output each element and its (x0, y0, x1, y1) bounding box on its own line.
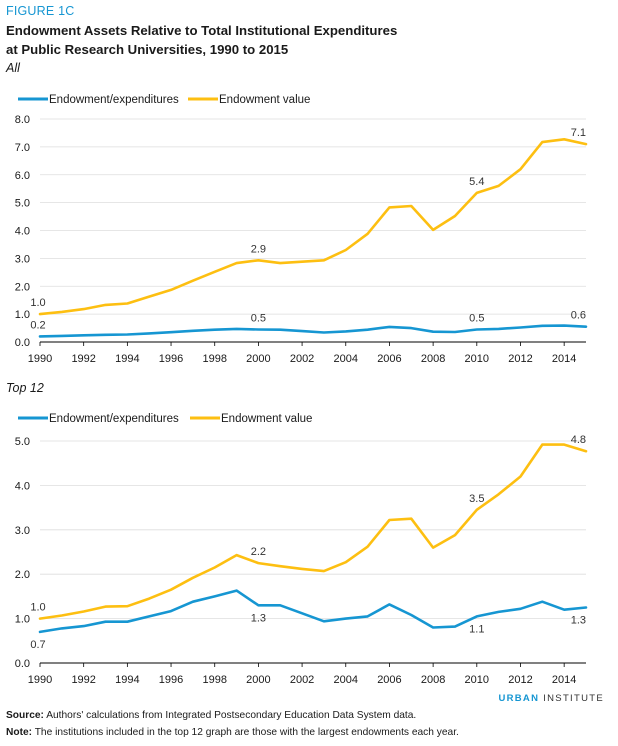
x-tick-label: 2008 (421, 353, 445, 365)
x-tick-label: 1996 (159, 674, 183, 686)
y-tick-label: 4.0 (15, 480, 30, 492)
y-tick-label: 4.0 (15, 226, 30, 238)
chart-title-line-1: Endowment Assets Relative to Total Insti… (6, 23, 398, 38)
brand-word-institute: INSTITUTE (543, 693, 604, 704)
x-tick-label: 2004 (334, 353, 358, 365)
x-tick-label: 1994 (115, 353, 139, 365)
x-tick-label: 2000 (246, 353, 270, 365)
x-tick-label: 1994 (115, 674, 139, 686)
y-tick-label: 6.0 (15, 170, 30, 182)
x-tick-label: 2014 (552, 674, 576, 686)
x-tick-label: 2004 (334, 674, 358, 686)
data-label: 2.9 (251, 243, 266, 255)
y-tick-label: 3.0 (15, 525, 30, 537)
y-tick-label: 2.0 (15, 281, 30, 293)
note-label: Note: (6, 727, 33, 738)
series-line-endowment-expenditures (38, 589, 588, 634)
source-label: Source: (6, 710, 44, 721)
note-text: The institutions included in the top 12 … (34, 727, 459, 738)
data-label: 1.0 (30, 297, 45, 309)
x-tick-label: 2006 (377, 353, 401, 365)
x-tick-label: 2010 (465, 353, 489, 365)
y-tick-label: 1.0 (15, 614, 30, 626)
series-line-endowment-value (38, 137, 588, 316)
x-tick-label: 2002 (290, 353, 314, 365)
x-tick-label: 2014 (552, 353, 576, 365)
legend-label: Endowment value (219, 94, 310, 106)
x-tick-label: 2000 (246, 674, 270, 686)
data-label: 4.8 (571, 434, 586, 446)
x-tick-label: 2012 (508, 674, 532, 686)
data-label: 1.3 (571, 615, 586, 627)
chart-title: Endowment Assets Relative to Total Insti… (6, 21, 606, 59)
y-tick-label: 8.0 (15, 114, 30, 126)
y-tick-label: 0.0 (15, 658, 30, 670)
brand-logo: URBAN INSTITUTE (498, 693, 604, 704)
y-tick-label: 1.0 (15, 309, 30, 321)
y-tick-label: 3.0 (15, 253, 30, 265)
data-label: 2.2 (251, 546, 266, 558)
data-label: 0.6 (571, 310, 586, 322)
y-tick-label: 0.0 (15, 337, 30, 349)
source-text: Authors' calculations from Integrated Po… (46, 710, 417, 721)
figure-label: FIGURE 1C (6, 4, 75, 18)
y-tick-label: 7.0 (15, 142, 30, 154)
x-tick-label: 1990 (28, 674, 52, 686)
x-tick-label: 2008 (421, 674, 445, 686)
x-tick-label: 2006 (377, 674, 401, 686)
x-tick-label: 2002 (290, 674, 314, 686)
y-tick-label: 5.0 (15, 436, 30, 448)
data-label: 3.5 (469, 493, 484, 505)
y-tick-label: 5.0 (15, 198, 30, 210)
data-label: 5.4 (469, 176, 484, 188)
x-tick-label: 1996 (159, 353, 183, 365)
chart-top-12: 0.0 1.0 2.0 3.0 4.0 5.0 1990 1992 1994 1996 1998 20… (15, 413, 588, 686)
data-label: 0.5 (469, 312, 484, 324)
data-label: 0.5 (251, 312, 266, 324)
legend-label: Endowment/expenditures (49, 94, 179, 106)
x-tick-label: 1992 (71, 353, 95, 365)
data-label: 1.1 (469, 623, 484, 635)
y-tick-label: 2.0 (15, 569, 30, 581)
panel-title-top12: Top 12 (6, 381, 44, 395)
x-tick-label: 2012 (508, 353, 532, 365)
x-tick-label: 1992 (71, 674, 95, 686)
series-line-endowment-expenditures (38, 324, 588, 338)
data-label: 1.0 (30, 602, 45, 614)
x-tick-label: 1990 (28, 353, 52, 365)
x-tick-label: 1998 (202, 674, 226, 686)
series-line-endowment-value (38, 443, 588, 620)
brand-word-urban: URBAN (498, 693, 540, 704)
panel-title-all: All (6, 61, 20, 75)
legend-label: Endowment value (221, 413, 312, 425)
footnote-note: Note: The institutions included in the t… (6, 727, 459, 738)
data-label: 1.3 (251, 612, 266, 624)
legend-label: Endowment/expenditures (49, 413, 179, 425)
data-label: 0.2 (30, 319, 45, 331)
data-label: 7.1 (571, 127, 586, 139)
data-label: 0.7 (30, 639, 45, 651)
x-tick-label: 1998 (202, 353, 226, 365)
chart-title-line-2: at Public Research Universities, 1990 to… (6, 42, 289, 57)
x-tick-label: 2010 (465, 674, 489, 686)
footnote-source: Source: Authors' calculations from Integ… (6, 710, 416, 721)
